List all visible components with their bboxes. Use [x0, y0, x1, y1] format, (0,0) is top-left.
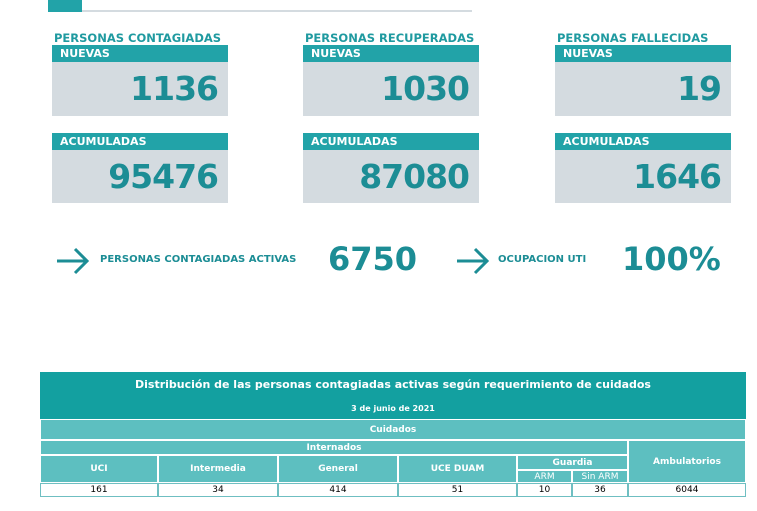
- summary-label: OCUPACION UTI: [498, 254, 587, 265]
- table-cell: 34: [158, 483, 278, 497]
- table-header: Ambulatorios: [628, 440, 746, 483]
- card-title: PERSONAS RECUPERADAS: [305, 31, 475, 45]
- table-header: ARM: [517, 470, 572, 483]
- summary-value: 100%: [622, 240, 721, 278]
- card-value: 1030: [303, 62, 479, 116]
- table-title: Distribución de las personas contagiadas…: [40, 372, 746, 397]
- arrow-icon: [57, 247, 90, 275]
- card-label: ACUMULADAS: [52, 133, 228, 150]
- summary-value: 6750: [328, 240, 418, 278]
- card-value: 95476: [52, 150, 228, 203]
- card-value: 1646: [555, 150, 731, 203]
- card-label: NUEVAS: [303, 45, 479, 62]
- table-header: UCE DUAM: [398, 455, 517, 483]
- table-cell: 6044: [628, 483, 746, 497]
- card-title: PERSONAS CONTAGIADAS: [54, 31, 222, 45]
- arrow-icon: [457, 247, 490, 275]
- card-label: NUEVAS: [52, 45, 228, 62]
- table-cell: 36: [572, 483, 628, 497]
- top-tab: [48, 0, 82, 12]
- table-date: 3 de junio de 2021: [40, 397, 746, 419]
- table-header: Sin ARM: [572, 470, 628, 483]
- card-title: PERSONAS FALLECIDAS: [557, 31, 709, 45]
- card-value: 87080: [303, 150, 479, 203]
- top-rule: [82, 10, 472, 12]
- table-cell: 10: [517, 483, 572, 497]
- table-group: Cuidados: [40, 419, 746, 440]
- card-value: 19: [555, 62, 731, 116]
- table-header: Intermedia: [158, 455, 278, 483]
- table-header: Guardia: [517, 455, 628, 470]
- card-label: NUEVAS: [555, 45, 731, 62]
- table-header: UCI: [40, 455, 158, 483]
- summary-label: PERSONAS CONTAGIADAS ACTIVAS: [100, 254, 297, 265]
- card-value: 1136: [52, 62, 228, 116]
- card-label: ACUMULADAS: [303, 133, 479, 150]
- table-subgroup: Internados: [40, 440, 628, 455]
- table-cell: 414: [278, 483, 398, 497]
- table-header: General: [278, 455, 398, 483]
- table-cell: 161: [40, 483, 158, 497]
- table-cell: 51: [398, 483, 517, 497]
- card-label: ACUMULADAS: [555, 133, 731, 150]
